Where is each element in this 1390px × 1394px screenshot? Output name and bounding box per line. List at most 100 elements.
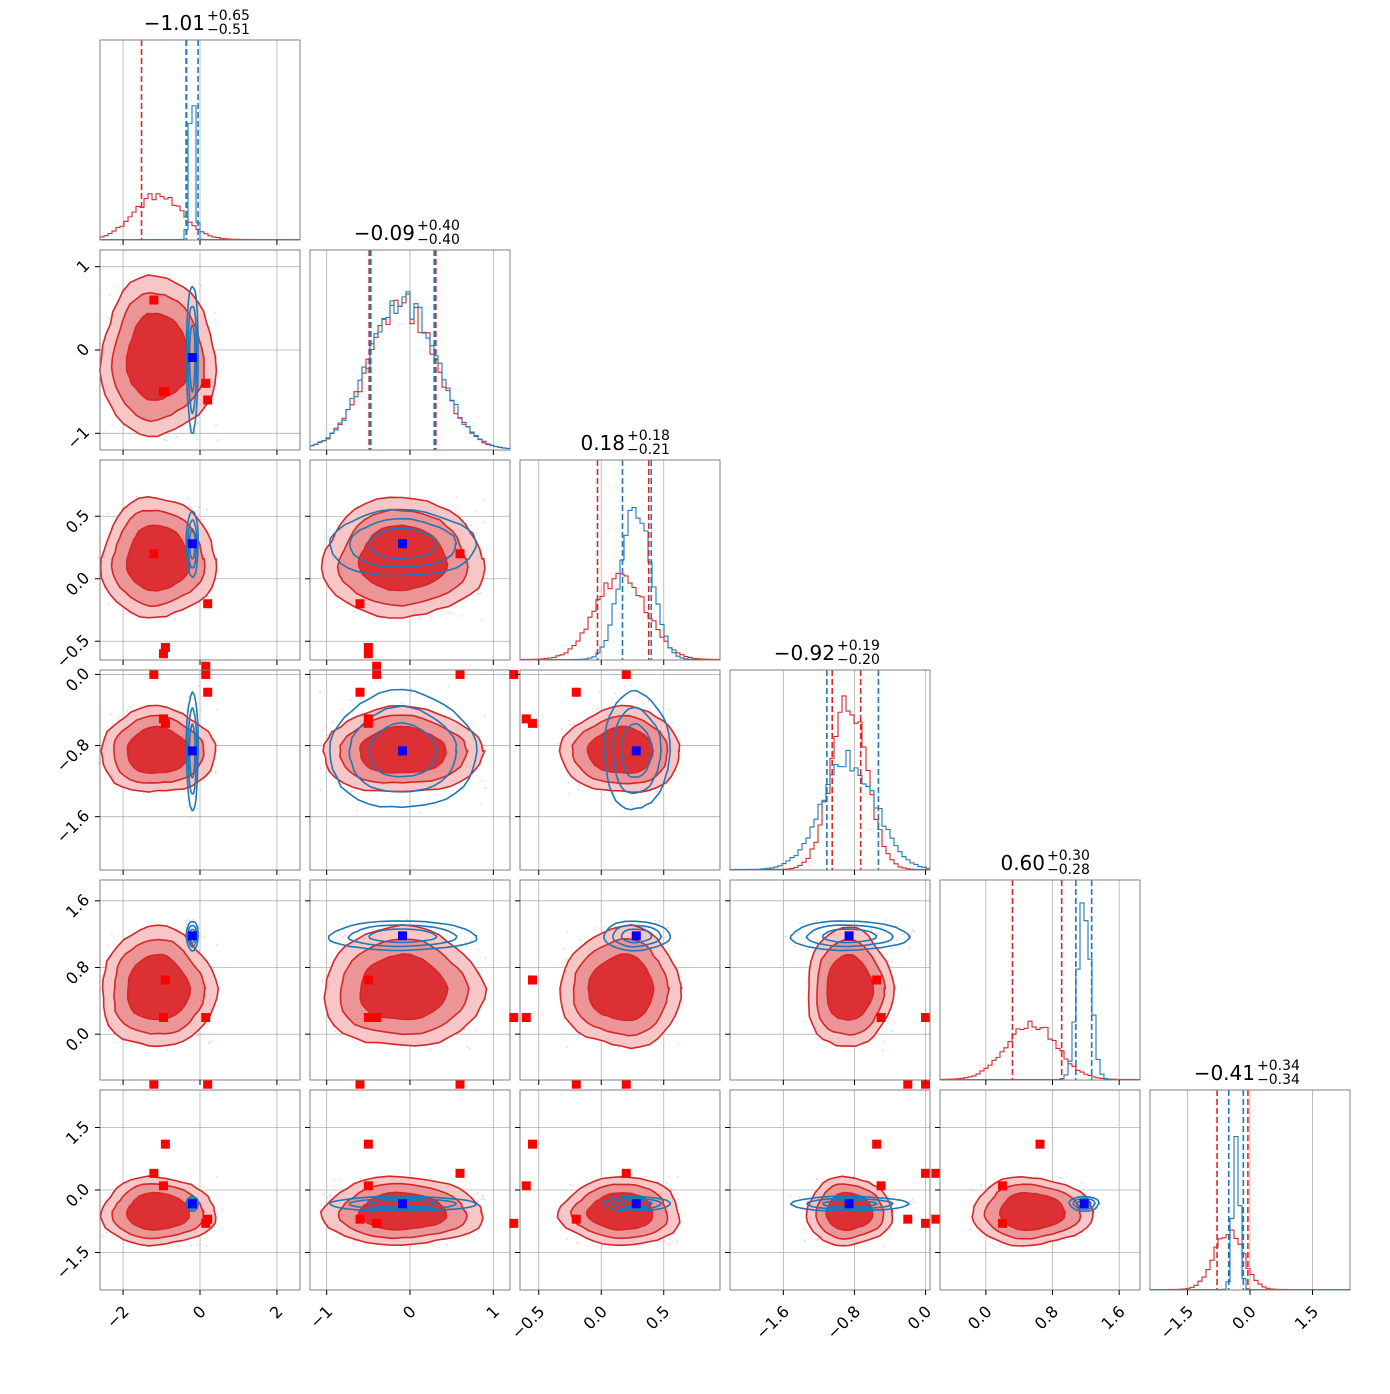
blue-sample-dot (425, 707, 428, 709)
blue-sample-dot (326, 1196, 329, 1199)
red-contour-level-3 (125, 312, 191, 401)
blue-sample-dot (911, 1198, 914, 1201)
red-sample-dot (460, 614, 463, 617)
x-tick-label: 1.6 (1097, 1302, 1128, 1333)
red-sample-dot (816, 1037, 818, 1040)
red-marker (528, 718, 537, 728)
red-marker (149, 669, 159, 679)
histogram-panel-2 (519, 460, 721, 661)
red-sample-dot (104, 1189, 107, 1191)
contour-panel-4-1 (310, 880, 510, 1089)
x-tick-label: 2 (266, 1302, 287, 1323)
blue-contour-level-3 (368, 928, 438, 944)
blue-contour-level-1 (329, 508, 479, 577)
contour-panel-3-1 (310, 669, 510, 870)
x-tick-label: 0.5 (642, 1302, 673, 1333)
red-sample-dot (981, 1189, 984, 1192)
red-sample-dot (353, 1239, 356, 1242)
y-tick-label: 0.5 (62, 506, 93, 537)
red-marker (876, 1013, 886, 1022)
red-marker (203, 1079, 213, 1089)
red-sample-dot (969, 1188, 972, 1191)
blue-contour-level-2 (186, 1197, 198, 1210)
blue-marker (187, 746, 197, 756)
red-sample-dot (214, 389, 217, 391)
red-sample-dot (167, 1245, 170, 1247)
red-marker (521, 714, 531, 724)
red-sample-dot (671, 722, 673, 724)
red-sample-dot (573, 723, 576, 726)
blue-sample-dot (913, 1201, 916, 1204)
red-sample-dot (484, 787, 487, 789)
panel-title-median: 0.60 (1000, 851, 1045, 875)
red-sample-dot (882, 1040, 885, 1043)
red-marker (509, 1218, 519, 1228)
panel-title-plus: +0.34 (1257, 1058, 1300, 1074)
blue-sample-dot (185, 919, 188, 922)
blue-contour-level-2 (348, 1197, 458, 1210)
red-sample-dot (557, 742, 560, 745)
red-sample-dot (166, 439, 168, 442)
blue-contour-level-2 (612, 706, 662, 795)
red-sample-dot (630, 793, 633, 796)
red-sample-dot (199, 1243, 202, 1245)
red-sample-dot (118, 716, 121, 719)
red-sample-dot (886, 1178, 889, 1181)
red-sample-dot (213, 1225, 216, 1228)
blue-contour-level-1 (185, 510, 199, 579)
y-tick-label: −1.5 (52, 1242, 93, 1283)
blue-sample-dot (193, 794, 195, 797)
blue-sample-dot (482, 1198, 485, 1201)
blue-sample-dot (470, 524, 473, 527)
blue-sample-dot (353, 703, 355, 706)
red-marker (931, 1214, 941, 1224)
panel-title-plus: +0.18 (627, 428, 670, 444)
blue-sample-dot (319, 691, 321, 694)
x-tick-label: 0.0 (1228, 1302, 1259, 1333)
blue-sample-dot (662, 706, 665, 709)
red-contour-level-3 (125, 1191, 191, 1231)
red-sample-dot (566, 1238, 568, 1241)
red-sample-dot (350, 791, 352, 794)
red-sample-dot (817, 1237, 820, 1240)
red-sample-dot (806, 980, 809, 983)
red-marker (201, 1218, 211, 1228)
blue-sample-dot (798, 921, 801, 924)
red-sample-dot (668, 709, 671, 711)
blue-sample-dot (782, 1198, 785, 1200)
blue-sample-dot (464, 941, 467, 944)
panel-title-plus: +0.30 (1047, 848, 1090, 864)
blue-contour-level-3 (620, 1199, 653, 1208)
blue-marker (187, 353, 197, 362)
blue-sample-dot (614, 692, 617, 695)
red-sample-dot (135, 495, 138, 498)
red-marker (363, 1181, 373, 1191)
blue-sample-dot (184, 922, 187, 925)
red-histogram (939, 1020, 1141, 1081)
x-tick-label: 0.8 (1031, 1302, 1062, 1333)
red-marker (203, 395, 213, 405)
red-sample-dot (178, 1244, 180, 1247)
blue-sample-dot (798, 1196, 801, 1198)
red-sample-dot (973, 1189, 975, 1192)
blue-sample-dot (658, 919, 660, 922)
red-marker (160, 718, 170, 728)
red-sample-dot (350, 789, 353, 792)
red-sample-dot (214, 771, 217, 774)
red-sample-dot (677, 1198, 679, 1201)
red-marker (149, 549, 159, 559)
blue-sample-dot (356, 809, 358, 812)
y-tick-label: 1.6 (62, 890, 93, 921)
red-sample-dot (322, 1192, 325, 1195)
blue-contour-level-1 (185, 1195, 200, 1213)
red-sample-dot (483, 499, 486, 501)
blue-marker (398, 931, 407, 941)
red-marker (363, 975, 373, 985)
blue-contour-level-1 (329, 1195, 480, 1212)
red-sample-dot (319, 767, 322, 770)
y-tick-label: 1 (73, 256, 94, 277)
panel-title-minus: −0.20 (837, 652, 880, 668)
contour-panel-2-1 (310, 460, 510, 671)
red-sample-dot (175, 436, 178, 439)
red-sample-dot (209, 1040, 212, 1043)
